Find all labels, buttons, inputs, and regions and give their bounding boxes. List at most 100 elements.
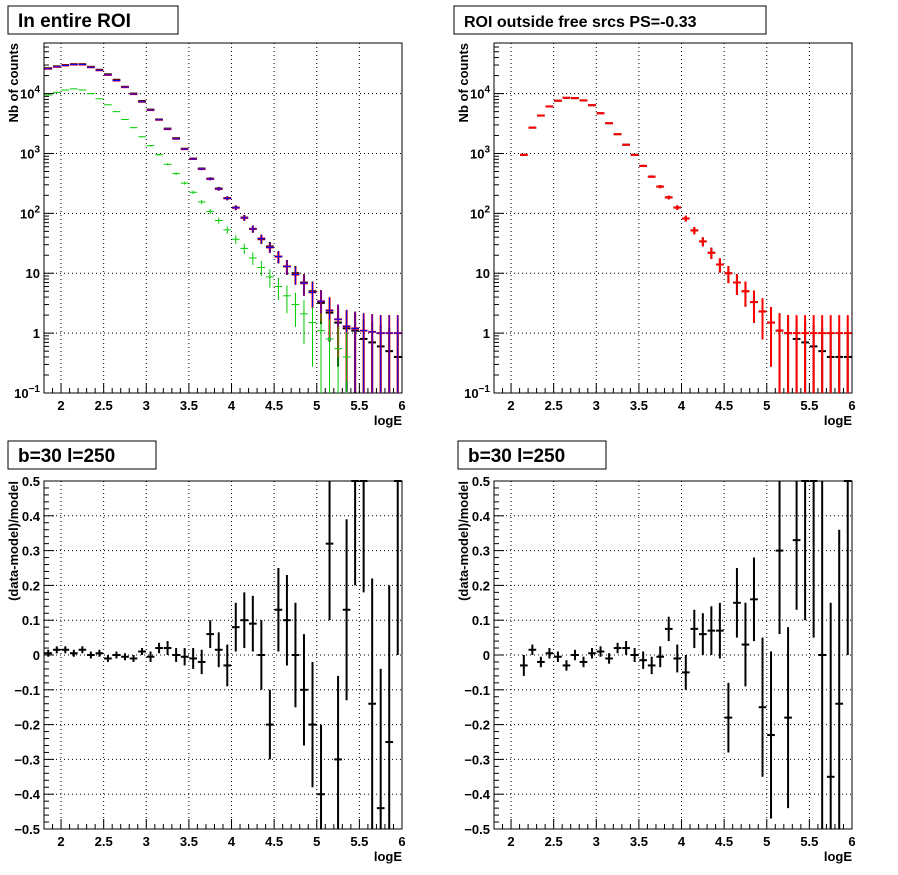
data-point [163, 641, 172, 655]
panel-title-box: b=30 l=250 [457, 440, 607, 470]
y-tick-label: 1 [33, 326, 40, 341]
panel-bottom-left: 2 2.5 3 3.5 4 4.5 5 5.5 6logE−0.5−0.4−0.3−0.2−0.… [6, 440, 406, 864]
x-tick-label: 2 [57, 398, 64, 413]
data-point [673, 205, 682, 210]
data-point [707, 247, 716, 259]
data-point [622, 641, 630, 655]
y-tick-label: −0.2 [14, 718, 40, 733]
x-axis-title: logE [824, 849, 852, 864]
data-point [613, 642, 622, 654]
data-point [784, 627, 792, 809]
panel-title-box: In entire ROI [7, 5, 179, 35]
grid [44, 43, 403, 394]
y-tick-label: 10 [26, 266, 40, 281]
panel-title-box: b=30 l=250 [7, 440, 157, 470]
x-axis-title: logE [374, 413, 402, 428]
y-tick-label: 104 [20, 85, 40, 102]
data-point [172, 138, 180, 140]
data-point [698, 237, 707, 247]
data-point [248, 595, 257, 652]
data-point [206, 208, 215, 214]
data-point [44, 94, 53, 96]
data-point [519, 153, 528, 156]
data-point [545, 648, 554, 659]
grid [494, 43, 853, 394]
data-point [519, 655, 528, 676]
x-tick-label: 4.5 [265, 834, 283, 849]
data-point [317, 313, 325, 393]
data-point [537, 656, 545, 668]
x-tick-label: 2 [507, 834, 514, 849]
x-tick-label: 4.5 [265, 398, 283, 413]
y-tick-label: 0.4 [22, 509, 41, 524]
data-point [146, 109, 155, 111]
x-tick-label: 3.5 [180, 834, 198, 849]
data-point [231, 205, 240, 211]
data-point [274, 277, 283, 301]
data-point [283, 285, 291, 314]
data-point [716, 602, 724, 659]
data-point [155, 642, 163, 654]
y-tick-label: −0.4 [14, 787, 40, 802]
data-point [138, 648, 146, 655]
data-point [197, 167, 206, 171]
grid [44, 480, 403, 830]
x-tick-label: 5.5 [800, 398, 818, 413]
data-point [673, 644, 682, 673]
data-point [690, 226, 699, 235]
data-point [664, 616, 673, 642]
data-point [266, 242, 274, 253]
x-tick-label: 2 [57, 834, 64, 849]
data-point [197, 649, 206, 675]
data-point [605, 122, 613, 125]
y-axis: −0.5 −0.4 −0.3 −0.2 −0.1 0 0.1 0.2 0.3 0.4 0.5(dat… [6, 474, 54, 837]
data-point [724, 266, 733, 284]
y-tick-label: −0.3 [14, 752, 40, 767]
data-point [359, 480, 368, 593]
data-point [129, 127, 138, 129]
data-point [826, 602, 835, 829]
data-point [368, 578, 377, 829]
x-tick-label: 2.5 [545, 398, 563, 413]
data-point [78, 646, 87, 654]
y-tick-label: 0.3 [472, 544, 490, 559]
data-point [257, 620, 266, 690]
data-point [248, 252, 257, 265]
data-point [698, 613, 707, 655]
data-point [741, 602, 750, 687]
y-axis-title: Nb of counts [456, 43, 471, 122]
data-point [818, 481, 827, 829]
data-point [562, 660, 571, 671]
x-tick-label: 3 [593, 834, 600, 849]
data-point [835, 529, 844, 829]
data-point [240, 592, 249, 649]
data-point [121, 118, 129, 120]
x-tick-label: 5 [313, 834, 320, 849]
data-point [809, 315, 818, 393]
data-point [52, 646, 61, 654]
y-tick-label: 0.2 [22, 578, 40, 593]
series-residual [519, 480, 852, 829]
data-point [750, 290, 758, 323]
data-point [579, 99, 588, 102]
data-point [189, 648, 198, 669]
y-tick-label: 1 [483, 326, 490, 341]
series-residual [44, 480, 402, 829]
data-point [758, 298, 767, 340]
data-point [180, 648, 189, 666]
data-point [240, 243, 249, 255]
data-point [257, 234, 266, 244]
data-point [300, 634, 308, 746]
x-axis-title: logE [824, 413, 852, 428]
data-point [138, 136, 146, 138]
data-point [146, 651, 155, 662]
data-point [758, 637, 767, 777]
data-point [69, 649, 78, 657]
data-point [656, 646, 665, 668]
data-point [681, 655, 690, 690]
data-point [784, 315, 792, 393]
data-point [376, 315, 385, 393]
data-point [656, 185, 665, 189]
